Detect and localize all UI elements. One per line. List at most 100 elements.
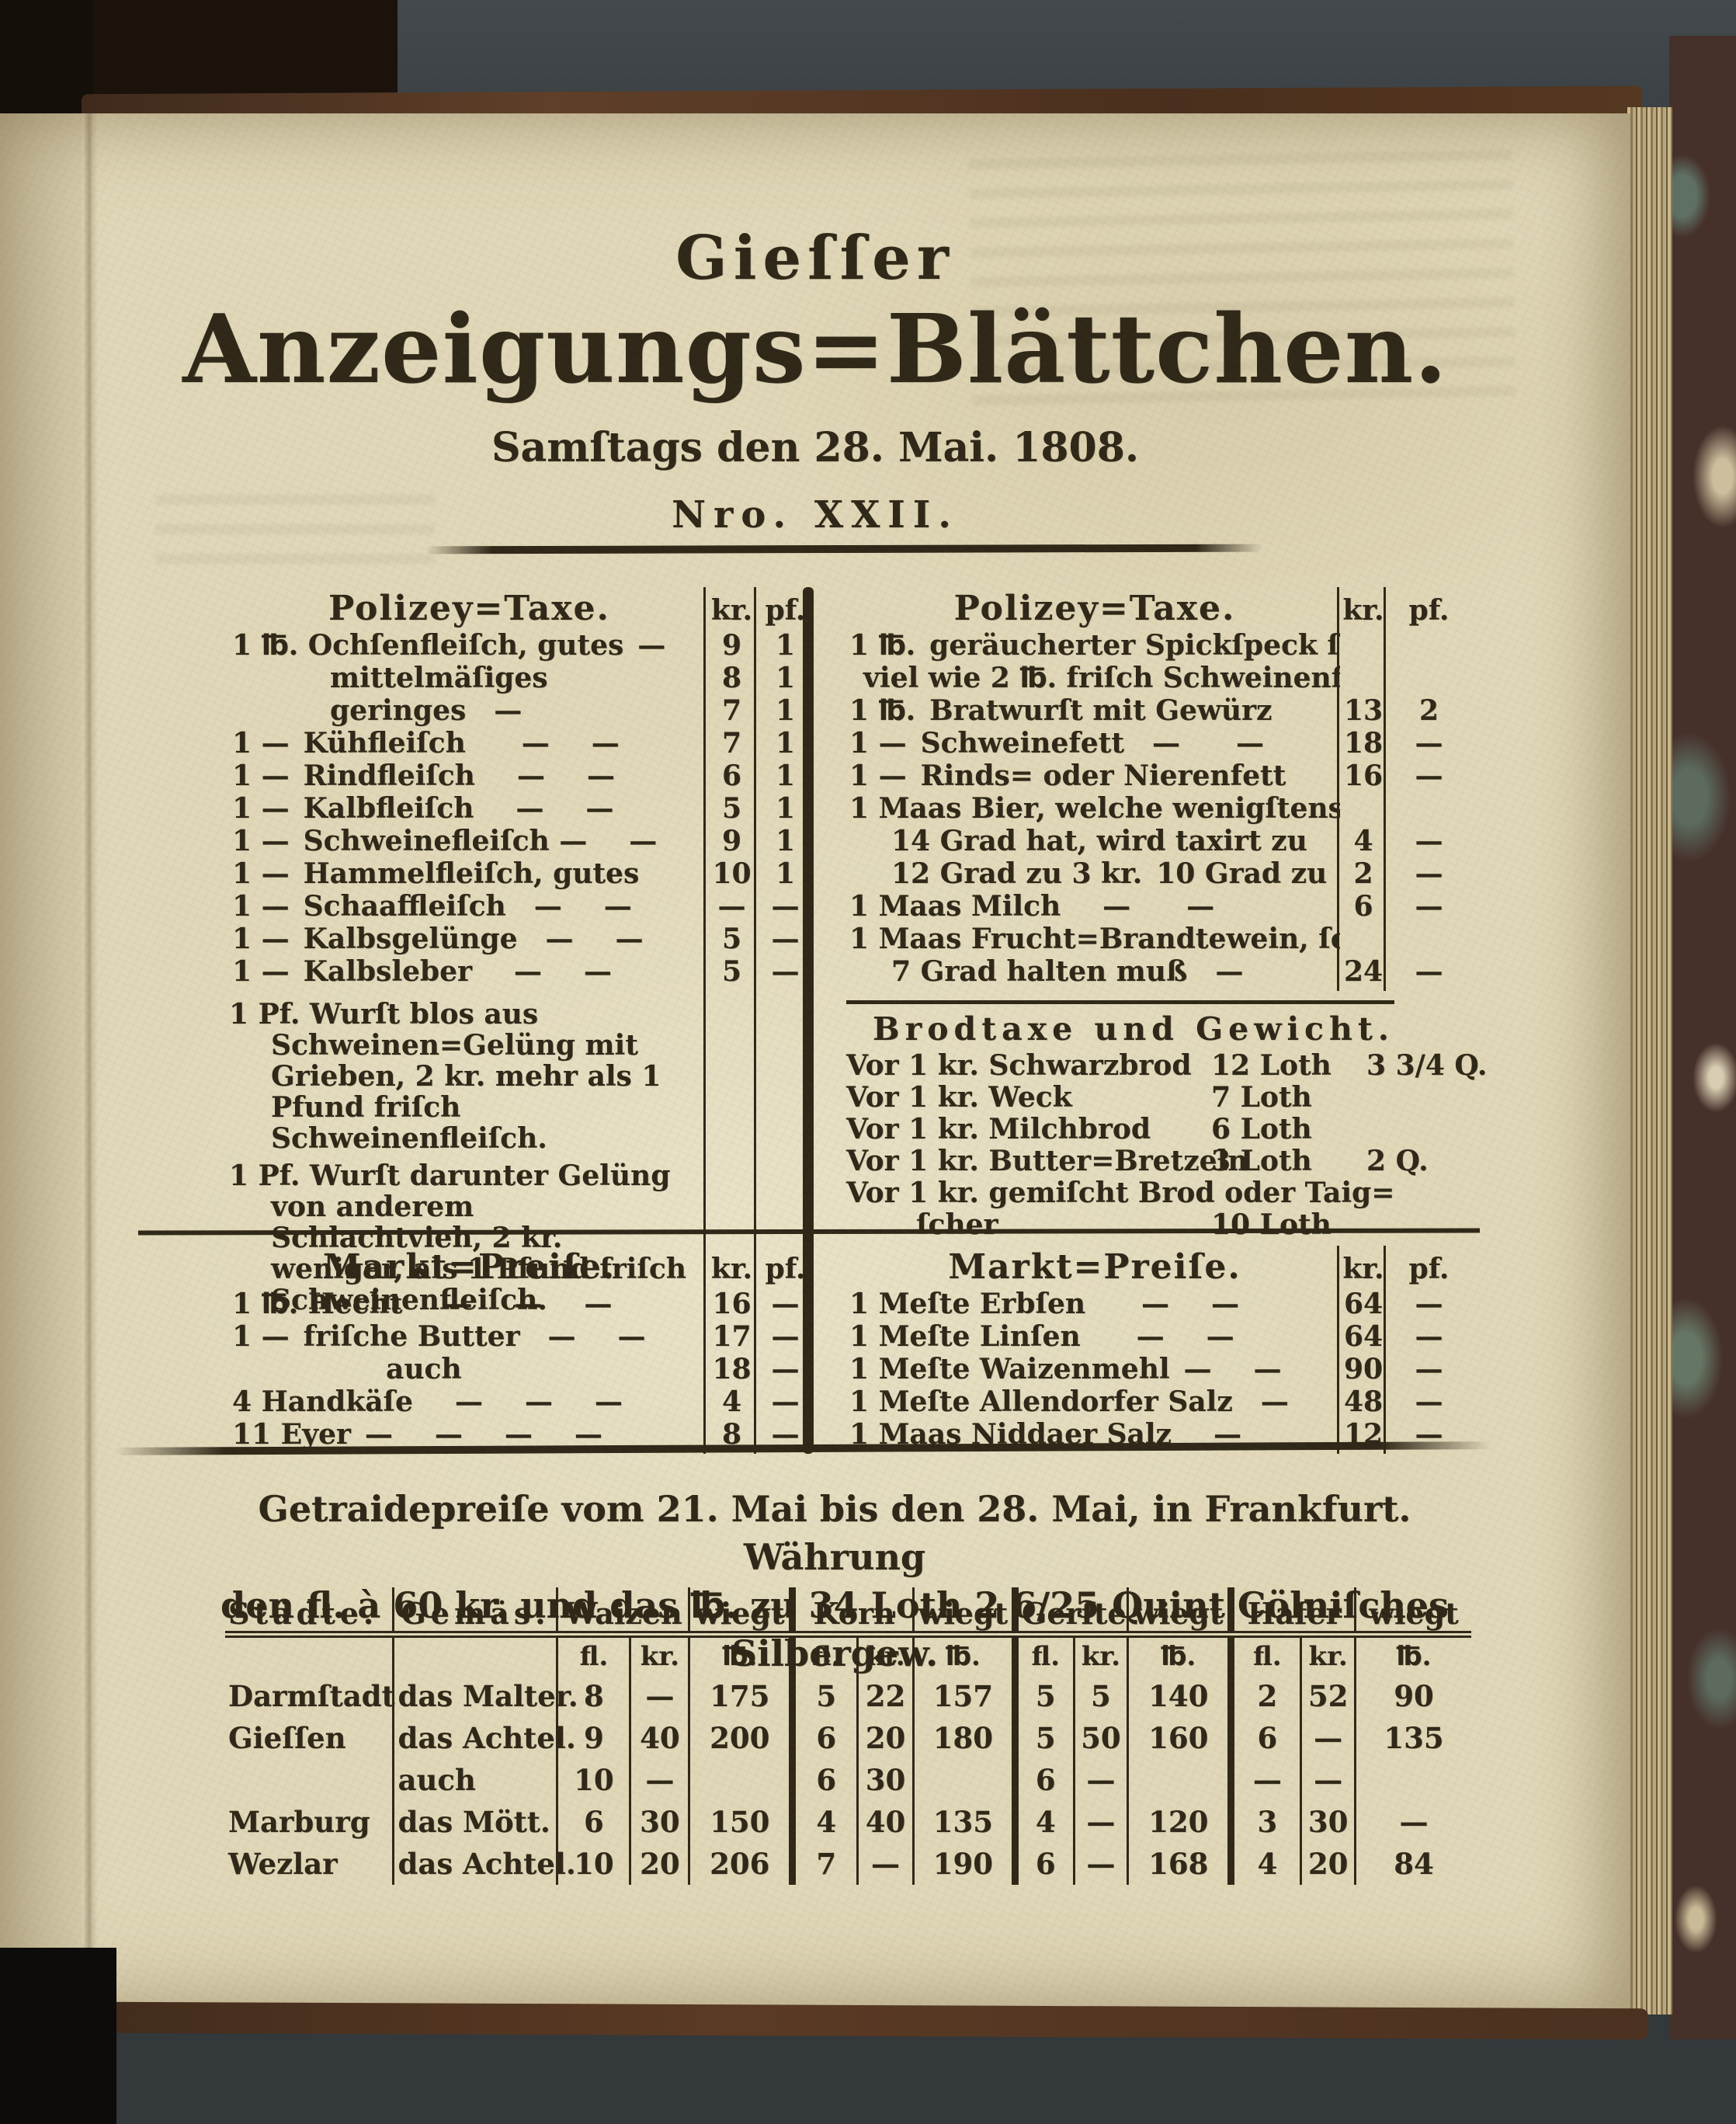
wheat-kr: 20 xyxy=(629,1843,689,1885)
wheat-weight xyxy=(688,1759,793,1801)
pfennig-value: — xyxy=(771,923,800,955)
pfennig-value: — xyxy=(771,1353,800,1385)
table-row: auch 18 — xyxy=(229,1353,814,1385)
measure-name: das Mött. xyxy=(392,1801,557,1843)
unit-fl: fl. xyxy=(789,1634,858,1675)
wheat-weight: 206 xyxy=(688,1843,793,1885)
kreuzer-value: 13 xyxy=(1343,694,1384,727)
item-label: 1 Meſte Waizenmehl — — xyxy=(849,1353,1282,1385)
pfennig-value: — xyxy=(771,1385,800,1418)
kreuzer-value: 24 xyxy=(1343,955,1384,988)
weight-value: 7 Loth xyxy=(1211,1081,1312,1114)
table-title: Polizey=Taxe. xyxy=(953,589,1236,628)
barley-fl: 5 xyxy=(1011,1717,1075,1759)
oats-kr: 52 xyxy=(1300,1675,1356,1717)
city-name: Darmſtadt xyxy=(228,1679,395,1713)
rye-kr: — xyxy=(856,1843,914,1885)
column-header-cities: Städte. xyxy=(225,1587,394,1638)
police-tax-left-table: Polizey=Taxe. kr. pf. 1 ℔. Ochſenfleiſch… xyxy=(229,587,814,1322)
column-rule xyxy=(1337,1246,1339,1454)
unit-fl: fl. xyxy=(1227,1634,1301,1675)
wheat-fl: 6 xyxy=(556,1801,630,1843)
barley-kr: — xyxy=(1072,1759,1128,1801)
unit-lb: ℔. xyxy=(911,1634,1016,1675)
kr-column-header: kr. xyxy=(1342,1253,1384,1285)
table-header-row: Markt=Preiſe. kr. pf. xyxy=(229,1247,814,1288)
column-rule xyxy=(703,587,706,1302)
item-label: Vor 1 kr. Weck xyxy=(846,1081,1072,1114)
rye-weight xyxy=(911,1759,1016,1801)
pfennig-value: — xyxy=(1415,825,1443,857)
item-label: auch xyxy=(232,1353,462,1385)
kreuzer-value: 17 xyxy=(712,1320,752,1353)
kreuzer-value: 18 xyxy=(712,1353,752,1385)
kreuzer-value: 6 xyxy=(1353,890,1373,923)
empty-cell xyxy=(225,1635,394,1676)
issue-number: Nro. XXII. xyxy=(672,493,959,537)
kreuzer-value: 4 xyxy=(1353,825,1373,857)
grain-table-row: Darmſtadt das Malter. 8 — 175 5 22 157 5… xyxy=(225,1675,1471,1717)
barley-fl: 6 xyxy=(1011,1843,1075,1885)
table-row: 7 Grad halten muß — 24 — xyxy=(846,955,1471,988)
table-row: Vor 1 kr. gemiſcht Brod oder Taig= xyxy=(846,1177,1471,1209)
market-price-left-table: Markt=Preiſe. kr. pf. 1 ℔. Hecht — — — 1… xyxy=(229,1246,814,1454)
table-row: 1 ℔. geräucherter Spickſpeck ſo xyxy=(846,629,1471,662)
column-header-rye: Korn xyxy=(789,1587,914,1638)
background-shadow-bottomleft xyxy=(0,1948,116,2124)
table-row: 1 Maas Milch — — 6 — xyxy=(846,890,1471,923)
pfennig-value: 1 xyxy=(775,727,796,760)
barley-weight xyxy=(1127,1759,1231,1801)
measure-name: auch xyxy=(392,1759,557,1801)
rye-kr: 40 xyxy=(856,1801,914,1843)
item-label: viel wie 2 ℔. friſch Schweinenfl. xyxy=(849,662,1340,694)
bread-tax-rows: Vor 1 kr. Schwarzbrod 12 Loth 3 3/4 Q. V… xyxy=(846,1049,1487,1241)
center-divider-rule xyxy=(803,587,814,1306)
table-row: Vor 1 kr. Milchbrod 6 Loth xyxy=(846,1113,1471,1145)
column-header-wheat: Waizen xyxy=(556,1587,689,1638)
rye-fl: 5 xyxy=(789,1675,858,1717)
pfennig-value: 1 xyxy=(775,825,796,857)
item-label: 7 Grad halten muß — xyxy=(849,955,1244,988)
table-row: 1 ℔. Ochſenfleiſch, gutes — 9 1 xyxy=(229,629,814,662)
table-row: 1 Meſte Waizenmehl — — 90 — xyxy=(846,1353,1471,1385)
rye-weight: 157 xyxy=(911,1675,1016,1717)
oats-weight: — xyxy=(1353,1801,1471,1843)
table-row: 1 — Schaaffleiſch — — — — xyxy=(229,890,814,923)
unit-fl: fl. xyxy=(1011,1634,1075,1675)
table-row: 1 — Schweinefleiſch — — 9 1 xyxy=(229,825,814,857)
market-price-right-table: Markt=Preiſe. kr. pf. 1 Meſte Erbſen — —… xyxy=(846,1246,1471,1454)
grain-price-table: Städte. Gemäs. Waizen wiegt Korn wiegt G… xyxy=(225,1587,1471,1885)
wheat-kr: 40 xyxy=(629,1717,689,1759)
rye-kr: 22 xyxy=(856,1675,914,1717)
item-label: 1 — Kühfleiſch — — xyxy=(232,727,620,760)
wheat-fl: 8 xyxy=(556,1675,630,1717)
item-label: 1 Maas Milch — — xyxy=(849,890,1215,923)
kreuzer-value: 2 xyxy=(1353,857,1373,890)
table-row: mittelmäſiges 8 1 xyxy=(229,662,814,694)
pfennig-value: — xyxy=(1415,727,1443,760)
masthead: Gieſſer Anzeigungs=Blättchen. Samſtags d… xyxy=(148,227,1483,537)
table-row: 1 Meſte Erbſen — — 64 — xyxy=(846,1288,1471,1320)
rye-fl: 4 xyxy=(789,1801,858,1843)
pfennig-value: 1 xyxy=(775,792,796,825)
table-row: 1 Meſte Linſen — — 64 — xyxy=(846,1320,1471,1353)
police-tax-right-table: Polizey=Taxe. kr. pf. 1 ℔. geräucherter … xyxy=(846,587,1487,1322)
kr-column-header: kr. xyxy=(1342,594,1384,627)
page-edge-stack xyxy=(1627,107,1672,2014)
table-row: Vor 1 kr. Butter=Bretzeln 3 Loth 2 Q. xyxy=(846,1145,1471,1177)
table-row: geringes — 7 1 xyxy=(229,694,814,727)
wheat-fl: 10 xyxy=(556,1843,630,1885)
item-label: mittelmäſiges xyxy=(232,662,548,694)
masthead-rule xyxy=(425,544,1263,554)
quint-value: 3 3/4 Q. xyxy=(1366,1049,1488,1082)
pfennig-value: — xyxy=(1415,1353,1443,1385)
kreuzer-value: 18 xyxy=(1343,727,1384,760)
rye-weight: 180 xyxy=(911,1717,1016,1759)
column-header-weighs: wiegt xyxy=(1353,1587,1471,1638)
pfennig-value: — xyxy=(771,1320,800,1353)
wheat-fl: 9 xyxy=(556,1717,630,1759)
pfennig-value: — xyxy=(771,1288,800,1320)
pf-column-header: pf. xyxy=(765,594,806,627)
oats-weight: 135 xyxy=(1353,1717,1471,1759)
table-row: Vor 1 kr. Weck 7 Loth xyxy=(846,1081,1471,1114)
